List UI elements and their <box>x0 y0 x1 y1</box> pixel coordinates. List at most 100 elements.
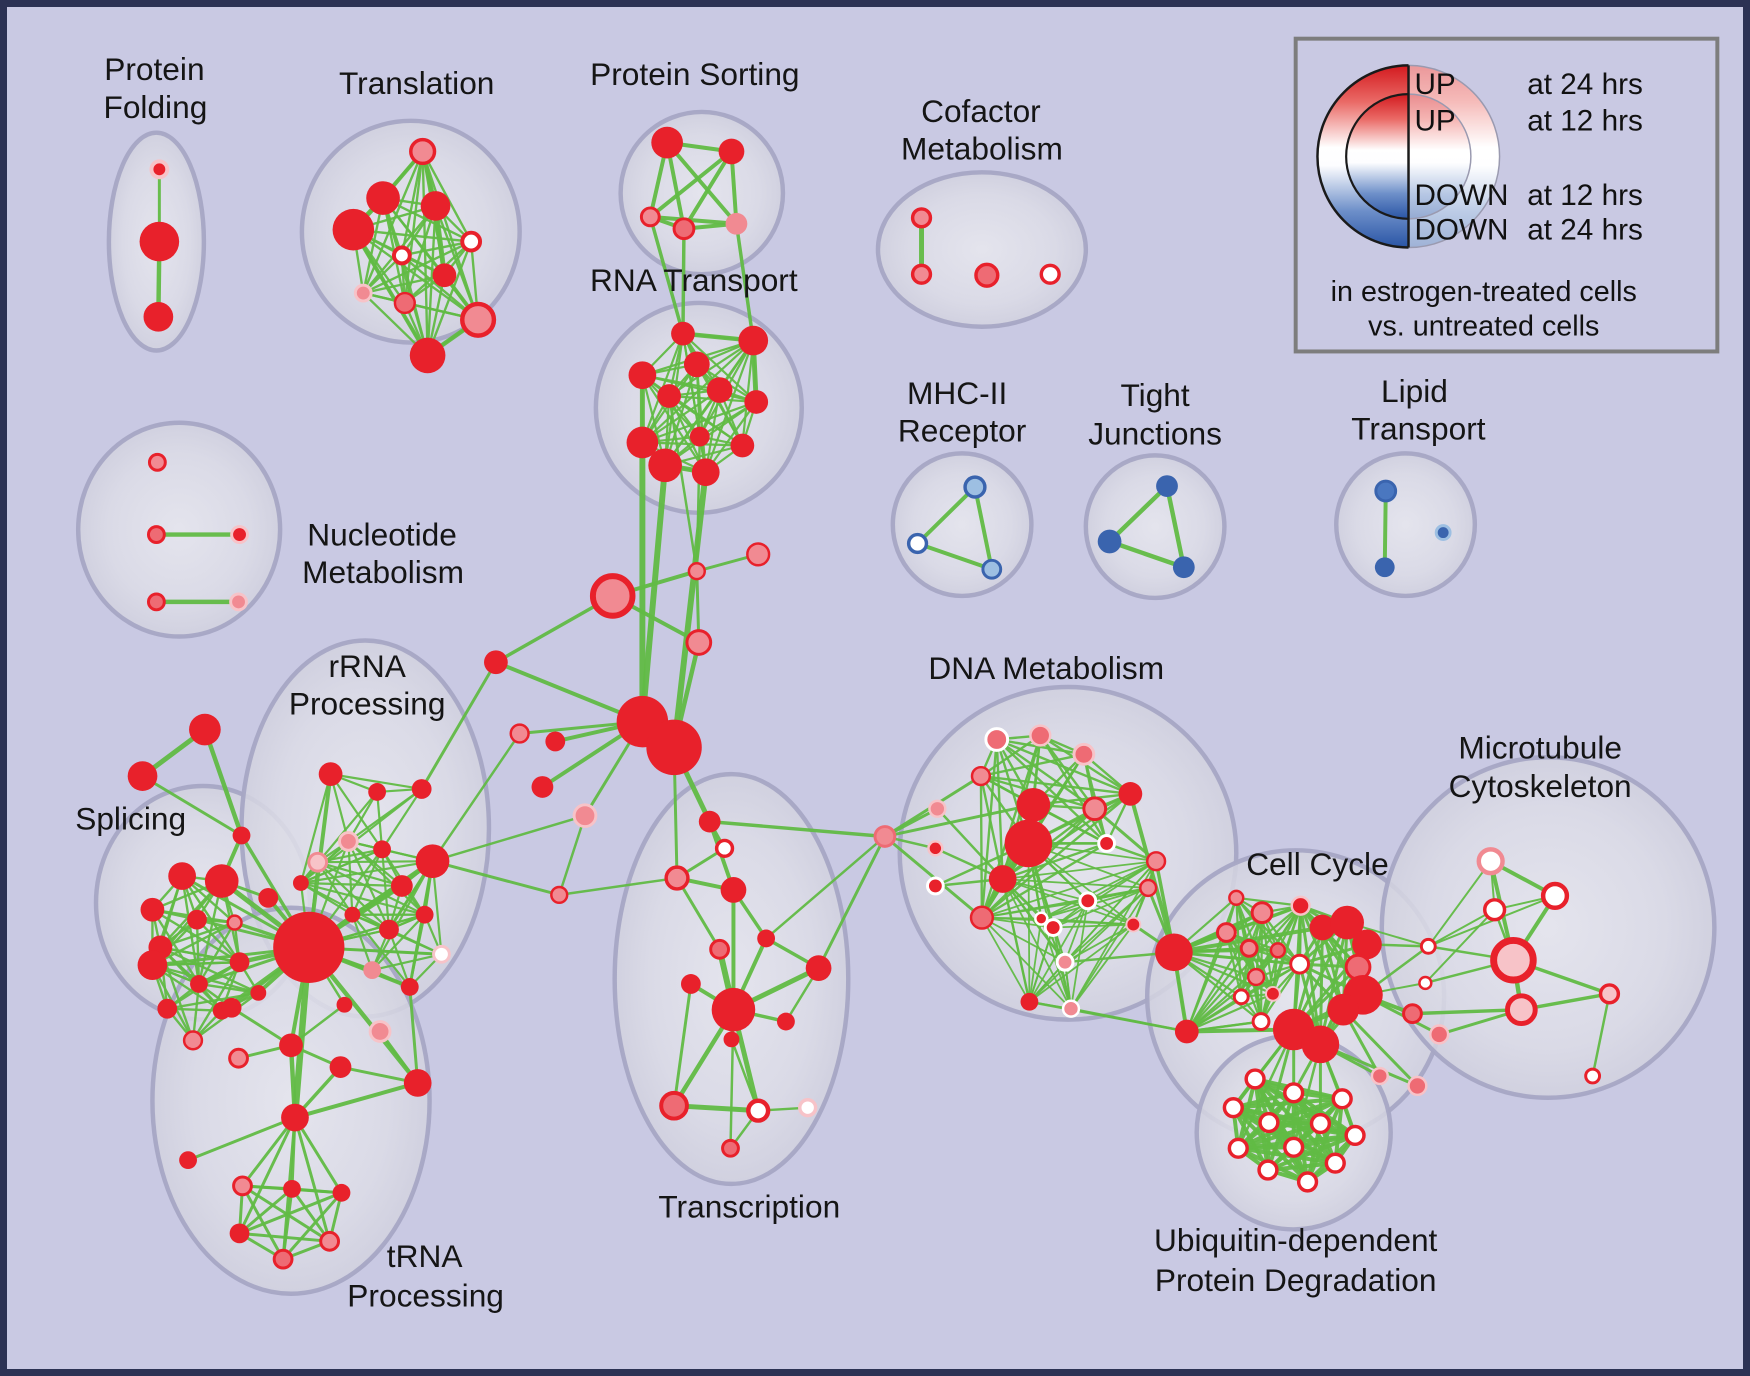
gene-node <box>409 337 446 374</box>
gene-node <box>1476 847 1505 876</box>
cluster-bubble-mhc-ii-receptor <box>890 451 1034 599</box>
legend-caption-line-0: in estrogen-treated cells <box>1331 276 1637 308</box>
gene-node <box>721 1138 740 1158</box>
edge <box>186 1116 297 1162</box>
edge <box>1039 734 1108 845</box>
legend-direction-label-1: UP <box>1414 105 1455 138</box>
gene-node <box>1174 1019 1199 1044</box>
gene-node <box>689 426 710 447</box>
gene-node <box>988 865 1017 893</box>
cluster-label-lipid-transport: Transport <box>1351 411 1485 447</box>
gene-node <box>190 975 208 993</box>
edge <box>316 860 434 864</box>
edge <box>299 860 434 885</box>
gene-node <box>738 325 769 356</box>
gene-node <box>1290 895 1311 916</box>
gene-node <box>1232 988 1250 1006</box>
gene-node <box>746 1098 771 1123</box>
gene-node <box>1407 1075 1428 1097</box>
gene-node <box>1244 1068 1266 1090</box>
cluster-label-trna-processing: tRNA <box>387 1238 464 1274</box>
edge <box>764 835 887 940</box>
gene-node <box>204 864 239 898</box>
edge <box>1172 950 1302 966</box>
gene-node <box>714 838 735 859</box>
edge <box>1028 923 1135 1003</box>
gene-node <box>391 245 412 266</box>
legend-outer-left-arc <box>1316 64 1409 249</box>
cluster-label-trna-processing: Processing <box>347 1278 504 1314</box>
gene-node <box>168 862 196 890</box>
gene-node <box>1309 1112 1332 1135</box>
gene-node <box>228 1047 249 1069</box>
legend-time-label-2: at 12 hrs <box>1527 179 1643 212</box>
gene-node <box>757 929 776 948</box>
gene-node <box>332 208 375 251</box>
edge <box>299 773 332 885</box>
edge <box>995 738 1108 845</box>
gene-node <box>969 905 995 930</box>
gene-node <box>146 525 166 544</box>
edge <box>202 727 244 838</box>
gene-node <box>1331 1088 1353 1110</box>
edge <box>431 814 587 863</box>
edge <box>380 848 391 931</box>
gene-node <box>1257 1159 1279 1181</box>
gene-node <box>1029 724 1052 747</box>
edge <box>1070 887 1150 1010</box>
gene-node <box>127 761 158 791</box>
gene-node <box>706 377 733 403</box>
gene-node <box>651 126 683 159</box>
gene-node <box>927 840 944 857</box>
gene-node <box>1251 1012 1271 1031</box>
legend-time-label-1: at 12 hrs <box>1527 105 1643 138</box>
edge <box>1410 1007 1524 1016</box>
gene-node <box>1598 983 1621 1005</box>
edge <box>1382 489 1388 570</box>
edge <box>704 339 755 474</box>
edge <box>351 227 430 358</box>
edge <box>639 462 669 725</box>
edge <box>981 916 1031 1003</box>
gene-node <box>149 159 170 180</box>
edge <box>431 732 521 863</box>
gene-node <box>680 974 701 994</box>
gene-node <box>805 955 832 981</box>
legend-inner-left-arc <box>1345 93 1409 220</box>
edge <box>981 916 1066 964</box>
gene-node <box>363 961 382 980</box>
edge <box>151 921 236 967</box>
gene-node <box>1222 1097 1244 1119</box>
edge <box>420 660 498 791</box>
gene-node <box>873 825 897 848</box>
gene-node <box>1250 901 1274 925</box>
cluster-bubble-protein-sorting <box>618 109 786 277</box>
edge <box>979 734 1042 778</box>
gene-node <box>963 475 987 499</box>
gene-node <box>657 384 681 408</box>
edge <box>817 834 887 970</box>
gene-node <box>189 713 221 746</box>
edge <box>707 819 887 839</box>
gene-node <box>1072 742 1096 766</box>
edge <box>730 1038 760 1112</box>
edge <box>1028 926 1055 1003</box>
gene-node <box>1330 905 1364 940</box>
gene-node <box>1301 1025 1340 1064</box>
cluster-bubble-cofactor-metabolism <box>875 170 1089 329</box>
legend-time-label-0: at 24 hrs <box>1527 68 1643 101</box>
edge <box>362 150 424 295</box>
edge <box>981 860 1158 919</box>
edge <box>667 394 699 573</box>
gene-node <box>146 592 166 612</box>
gene-node <box>460 301 497 338</box>
gene-node <box>1309 914 1336 941</box>
edge <box>299 848 384 885</box>
cluster-label-ubiquitin-degradation: Protein Degradation <box>1155 1262 1437 1298</box>
edge <box>159 946 260 995</box>
edge <box>979 774 1132 796</box>
edge <box>371 953 443 972</box>
gene-node <box>415 844 450 879</box>
gene-node <box>1269 942 1287 959</box>
edge <box>641 441 744 447</box>
